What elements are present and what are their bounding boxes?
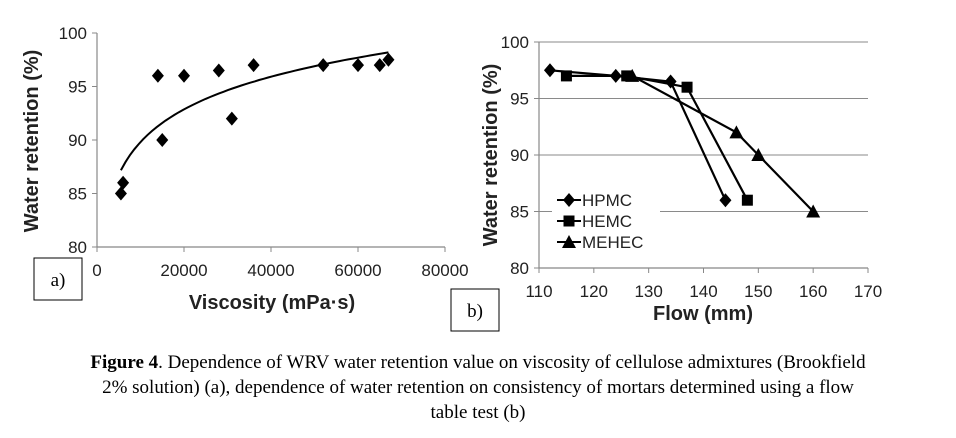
panel-a-data-point (178, 68, 190, 83)
panel-a-data-point (247, 58, 260, 73)
panel-b-y-tick-label: 95 (510, 90, 529, 109)
panel-b-point-hemc (681, 81, 693, 93)
panel-b-y-tick-label: 100 (501, 33, 529, 52)
panel-a-xlabel: Viscosity (mPa·s) (189, 292, 355, 314)
panel-b-point-hpmc (664, 74, 677, 89)
panel-a-x-tick-label: 40000 (247, 261, 294, 280)
legend-label-hpmc: HPMC (582, 191, 632, 210)
legend-marker-hemc (563, 215, 575, 227)
panel-b-x-tick-label: 120 (580, 282, 608, 301)
panel-a-ylabel: Water retention (%) (21, 50, 43, 233)
legend-marker-hpmc (563, 193, 575, 207)
panel-b-label: b) (467, 301, 483, 322)
panel-b-point-mehec (806, 204, 821, 218)
panel-a-data-point (212, 63, 225, 78)
legend-label-mehec: MEHEC (582, 233, 643, 252)
caption-line-2: 2% solution) (a), dependence of water re… (102, 377, 854, 398)
panel-a-data-point (156, 133, 169, 147)
panel-a-data-point (151, 68, 164, 83)
panel-a-data-point (117, 175, 130, 190)
panel-b-chart: 80 85 90 95 100 110 120 130 140 150 160 170 HPMC HE… (450, 33, 882, 332)
panel-b-x-tick-label: 110 (525, 282, 552, 301)
panel-b-y-tick-label: 90 (510, 146, 529, 165)
caption-line-3: table test (b) (430, 402, 526, 423)
figure-caption: Figure 4. Dependence of WRV water retent… (0, 350, 956, 425)
panel-b-legend: HPMC HEMC MEHEC (557, 191, 643, 252)
panel-a-data-point (317, 58, 330, 73)
panel-b-point-hpmc (719, 193, 732, 208)
panel-a-data-point (114, 186, 127, 201)
panel-a-x-tick-label: 60000 (334, 261, 381, 280)
panel-a-y-tick-label: 100 (59, 24, 87, 43)
panel-b-x-tick-label: 140 (689, 282, 717, 301)
panel-a-chart: 80 85 90 95 100 0 20000 40000 60000 80000 Water … (21, 24, 469, 314)
panel-a-label: a) (51, 270, 66, 291)
caption-line-1: Figure 4. Dependence of WRV water retent… (0, 350, 956, 375)
panel-a-data-point (225, 111, 238, 126)
panel-b-y-tick-label: 85 (510, 203, 529, 222)
panel-a-label-box (33, 257, 83, 301)
panel-a-x-tick-label: 20000 (160, 261, 207, 280)
panel-b-ylabel: Water retention (%) (480, 64, 502, 247)
panel-b-point-hemc (560, 70, 572, 82)
panel-b-x-tick-label: 160 (799, 282, 827, 301)
panel-a-x-tick-label: 80000 (421, 261, 468, 280)
panel-a-trendline (120, 51, 389, 171)
panel-a-y-tick-label: 90 (68, 131, 87, 150)
panel-b-x-tick-label: 150 (744, 282, 772, 301)
panel-b-label-box (450, 288, 500, 332)
panel-b-series-line-mehec (631, 74, 814, 213)
panel-b-point-mehec (729, 125, 744, 139)
panel-a-data-point (352, 58, 364, 73)
legend-marker-mehec (562, 235, 576, 248)
panel-b-x-tick-label: 170 (854, 282, 882, 301)
caption-label: Figure 4 (90, 352, 159, 373)
panel-b-x-tick-label: 130 (634, 282, 662, 301)
panel-b-point-mehec (625, 68, 640, 82)
panel-a-y-tick-label: 85 (68, 185, 87, 204)
panel-b-point-hemc (741, 194, 753, 206)
panel-a-data-point (382, 52, 395, 67)
panel-b-point-hpmc (543, 63, 556, 78)
legend-label-hemc: HEMC (582, 212, 632, 231)
panel-b-point-mehec (751, 148, 766, 161)
panel-b-series-line-hemc (566, 74, 749, 201)
panel-b-y-tick-label: 80 (510, 259, 529, 278)
panel-a-data-point (373, 58, 386, 73)
panel-a-y-tick-label: 95 (68, 78, 87, 97)
panel-a-y-tick-label: 80 (68, 238, 87, 257)
panel-b-xlabel: Flow (mm) (653, 303, 753, 325)
caption-text-1: . Dependence of WRV water retention valu… (158, 352, 866, 373)
panel-a-x-tick-label: 0 (92, 261, 101, 280)
panel-b-point-hemc (621, 70, 633, 82)
